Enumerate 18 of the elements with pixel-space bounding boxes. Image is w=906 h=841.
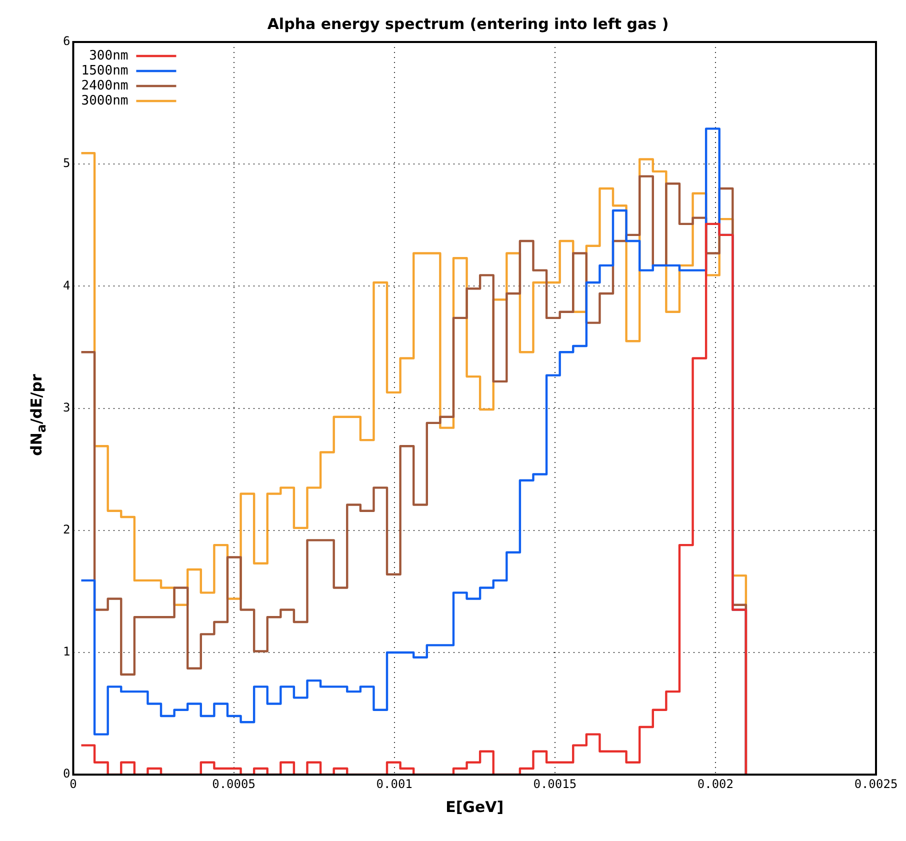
y-tick-label: 4	[62, 278, 70, 292]
legend-label: 1500nm	[81, 63, 128, 78]
x-tick-label: 0.0005	[212, 776, 256, 791]
x-tick-label: 0.0025	[854, 776, 898, 791]
y-tick-label: 6	[62, 34, 70, 48]
y-tick-label: 3	[62, 400, 70, 414]
y-tick-label: 5	[62, 156, 70, 170]
x-tick-label: 0.002	[697, 776, 734, 791]
x-tick-label: 0.001	[376, 776, 412, 791]
y-tick-label: 1	[62, 644, 70, 659]
y-tick-label: 2	[62, 522, 70, 537]
legend-label: 3000nm	[81, 93, 128, 108]
chart-title: Alpha energy spectrum (entering into left gas )	[267, 14, 669, 33]
x-tick-label: 0.0015	[533, 776, 577, 791]
legend-label: 2400nm	[81, 78, 128, 94]
x-axis-title: E[GeV]	[446, 798, 504, 816]
legend-label: 300nm	[89, 48, 128, 64]
y-tick-label: 0	[62, 766, 70, 781]
